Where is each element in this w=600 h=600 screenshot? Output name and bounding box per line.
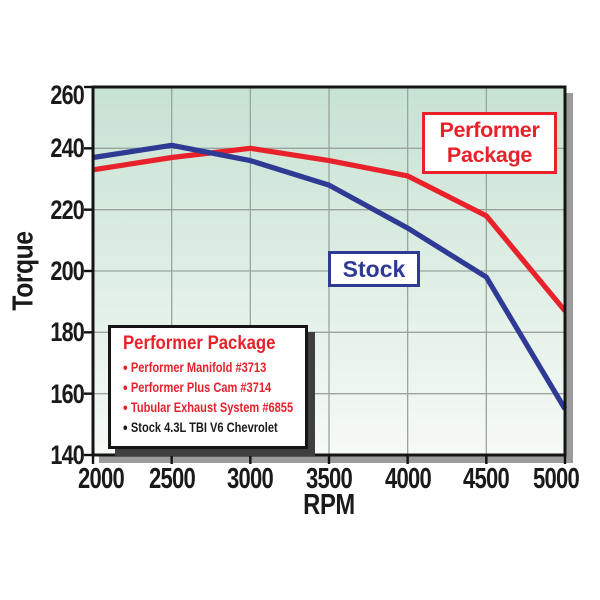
legend-box: Performer Package • Performer Manifold #3… [108,325,308,449]
bullet-icon: • [123,380,128,397]
series-line-performer-package [92,145,568,313]
legend-item-3: • Stock 4.3L TBI V6 Chevrolet [123,418,278,438]
x-tick-label-3000: 3000 [227,463,274,495]
legend-item-0: • Performer Manifold #3713 [123,358,267,378]
legend-item-1: • Performer Plus Cam #3714 [123,378,271,398]
x-tick-label-4500: 4500 [463,463,510,495]
legend-item-text: Tubular Exhaust System #6855 [130,400,294,415]
x-tick-label-2500: 2500 [148,463,196,495]
bullet-icon: • [123,400,128,417]
legend-item-text: Performer Plus Cam #3714 [130,380,272,395]
x-axis-title: RPM [303,489,355,521]
x-tick-label-4000: 4000 [384,463,432,495]
y-tick-label-220: 220 [50,194,84,225]
legend-title: Performer Package [123,333,276,354]
y-tick-label-200: 200 [50,256,84,286]
y-tick-label-160: 160 [50,378,84,409]
x-tick-label-3500: 3500 [305,463,353,495]
legend-items: • Performer Manifold #3713 • Performer Plus… [123,358,299,438]
data-series-lines [92,142,568,411]
stock-label: Stock [342,255,406,282]
y-tick-label-260: 260 [50,80,84,110]
stock-label-box: Stock [328,251,420,287]
y-tick-label-240: 240 [50,133,84,164]
x-tick-label-5000: 5000 [532,463,580,495]
legend-item-text: Stock 4.3L TBI V6 Chevrolet [130,420,278,435]
bullet-icon: • [123,420,128,437]
legend-item-2: • Tubular Exhaust System #6855 [123,398,293,418]
y-tick-label-140: 140 [50,440,84,470]
legend-item-text: Performer Manifold #3713 [130,360,267,375]
x-tick-label-2000: 2000 [77,463,125,495]
performer-package-label-line2: Package [446,143,533,167]
plot-border [91,85,567,457]
performer-package-label-box: Performer Package [422,112,557,174]
performer-package-label-line1: Performer [439,117,540,142]
bullet-icon: • [123,360,128,377]
y-axis-title: Torque [7,231,40,311]
series-line-stock [92,142,568,411]
y-tick-label-180: 180 [50,317,84,348]
